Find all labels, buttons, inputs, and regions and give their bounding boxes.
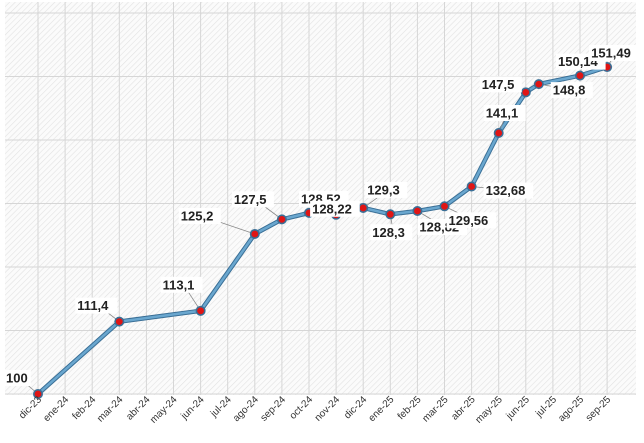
data-label: 111,4 — [77, 298, 109, 313]
x-tick-label: mar-25 — [420, 394, 450, 424]
x-tick-label: sep-25 — [584, 394, 614, 424]
data-point-marker — [249, 228, 260, 239]
data-label: 147,5 — [482, 77, 515, 92]
data-label: 127,5 — [234, 192, 267, 207]
data-points — [32, 62, 613, 399]
data-label: 125,2 — [181, 208, 214, 223]
data-label: 148,8 — [553, 83, 586, 98]
data-label-background — [550, 82, 593, 99]
x-tick-label: feb-25 — [396, 394, 424, 422]
x-tick-label: ene-24 — [41, 394, 71, 424]
data-point-marker — [358, 202, 369, 213]
data-label-background — [75, 297, 118, 314]
data-label-background — [160, 276, 203, 293]
data-point-marker — [32, 388, 43, 399]
data-label: 150,14 — [558, 54, 599, 69]
data-label-background — [589, 45, 639, 62]
data-point-marker — [533, 79, 544, 90]
x-tick-label: jun-25 — [504, 394, 532, 422]
data-label-background — [4, 370, 31, 386]
data-label-background — [479, 76, 522, 93]
data-point-marker — [412, 205, 423, 216]
x-tick-label: ene-25 — [367, 394, 397, 424]
data-label: 100 — [6, 371, 28, 386]
data-point-marker — [493, 128, 504, 139]
data-label-background — [365, 181, 408, 198]
x-tick-label: may-25 — [473, 394, 505, 426]
x-tick-label: mar-24 — [95, 394, 125, 424]
x-tick-label: dic-24 — [342, 394, 369, 421]
data-label: 129,56 — [449, 213, 489, 228]
data-label: 132,68 — [486, 183, 526, 198]
data-label: 151,49 — [591, 46, 631, 61]
data-label: 113,1 — [163, 277, 195, 292]
data-label: 128,3 — [372, 225, 405, 240]
data-point-marker — [466, 181, 477, 192]
data-point-marker — [195, 305, 206, 316]
data-label-background — [178, 207, 221, 224]
x-tick-label: feb-24 — [70, 394, 98, 422]
data-point-marker — [276, 214, 287, 225]
data-point-marker — [439, 201, 450, 212]
data-point-marker — [114, 316, 125, 327]
data-label: 129,3 — [367, 182, 400, 197]
data-label-background — [483, 105, 526, 122]
data-label-background — [231, 191, 274, 208]
x-tick-label: may-24 — [148, 394, 180, 426]
data-label-background — [310, 200, 360, 217]
data-label-background — [446, 212, 497, 229]
x-tick-label: jun-24 — [179, 394, 207, 422]
x-tick-label: sep-24 — [259, 394, 289, 424]
data-point-marker — [385, 209, 396, 220]
x-tick-label: ago-24 — [231, 394, 261, 424]
data-point-marker — [520, 87, 531, 98]
x-tick-label: ago-25 — [556, 394, 586, 424]
data-label-background — [483, 182, 534, 199]
data-label: 128,22 — [312, 201, 352, 216]
data-point-marker — [574, 70, 585, 81]
data-label: 141,1 — [486, 106, 519, 121]
x-tick-label: nov-24 — [313, 394, 343, 424]
data-label-background — [370, 224, 413, 241]
x-tick-label: oct-24 — [288, 394, 316, 422]
